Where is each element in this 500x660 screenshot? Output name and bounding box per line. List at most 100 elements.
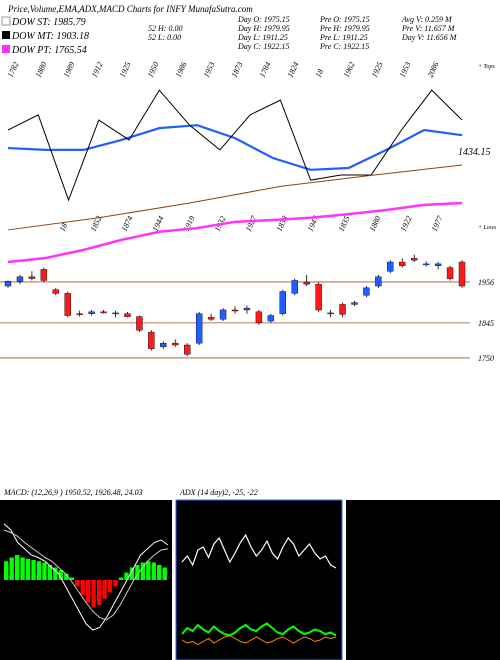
candle-body [267, 315, 275, 322]
histogram-bar [36, 561, 42, 580]
candle-body [52, 289, 59, 294]
histogram-bar [80, 580, 85, 595]
candle-body [351, 302, 358, 305]
stat: Pre H: 1979.95 [319, 24, 370, 33]
candle-body [315, 283, 322, 311]
candle-body [28, 276, 36, 279]
histogram-bar [42, 562, 47, 580]
stat: Day V: 11.656 M [401, 33, 458, 42]
candle-body [195, 313, 203, 344]
histogram-bar [162, 567, 167, 580]
stat: Day C: 1922.15 [237, 42, 289, 51]
histogram-bar [146, 561, 151, 580]
candle-body [64, 293, 71, 316]
y-tick-label: 1956 [478, 278, 494, 287]
stat: Pre L: 1911.25 [319, 33, 368, 42]
candle-body [446, 267, 454, 279]
histogram-bar [14, 555, 20, 580]
candle-body [231, 309, 239, 312]
candle-body [100, 311, 107, 314]
candle-body [219, 309, 227, 320]
candle-body [40, 269, 48, 281]
overlay-line [7, 201, 463, 264]
stat: 52 L: 0.00 [148, 33, 181, 42]
macd-line [3, 523, 169, 631]
stat: Pre C: 1922.15 [319, 42, 369, 51]
stat: Day L: 1911.25 [237, 33, 288, 42]
legend-swatch [2, 31, 10, 39]
candle-body [207, 317, 215, 320]
candle-body [136, 316, 143, 331]
lows-label: + Lows [478, 225, 497, 231]
histogram-bar [124, 572, 129, 580]
y-tick-label: 1845 [478, 319, 494, 328]
candle-body [434, 263, 442, 266]
empty-panel [346, 500, 500, 660]
dow-label: DOW MT: 1903.18 [11, 31, 89, 42]
candle-body [255, 311, 263, 324]
histogram-bar [31, 560, 36, 580]
stat: Avg V: 0.259 M [401, 15, 453, 24]
dow-label: DOW PT: 1765.54 [11, 45, 87, 56]
candle-body [458, 261, 466, 287]
histogram-bar [9, 557, 14, 580]
candle-body [387, 261, 394, 272]
candle-body [375, 276, 382, 287]
candle-body [339, 304, 346, 315]
stat: 52 H: 0.00 [148, 24, 182, 33]
histogram-bar [135, 565, 140, 580]
candle-body [399, 261, 406, 266]
candle-body [172, 342, 179, 346]
signal-line [3, 529, 169, 621]
stat: Day H: 1979.95 [237, 24, 290, 33]
histogram-bar [151, 562, 156, 580]
adx-panel [175, 499, 343, 660]
candle-body [363, 287, 370, 296]
histogram-bar [140, 562, 146, 580]
histogram-bar [96, 580, 102, 605]
candle-body [411, 258, 418, 261]
top-label: 18 [314, 68, 326, 79]
histogram-bar [69, 577, 74, 580]
candle-body [112, 312, 119, 315]
candle-body [303, 282, 310, 285]
histogram-bar [157, 565, 162, 580]
macd-label: MACD: (12,26,9 ) 1950.52, 1926.48, 24.03 [3, 488, 143, 497]
histogram-bar [75, 580, 80, 587]
candle-body [422, 263, 430, 266]
candle-body [160, 342, 167, 348]
candle-body [243, 307, 251, 311]
mid-label: 18 [58, 222, 70, 233]
annotation: 1434.15 [458, 147, 491, 158]
candle-body [279, 291, 286, 314]
stat: Pre V: 11.657 M [401, 24, 456, 33]
histogram-bar [20, 557, 25, 580]
tops-label: + Tops [478, 64, 495, 70]
overlay-line [7, 89, 463, 202]
histogram-bar [4, 561, 9, 580]
stat: Pre O: 1975.15 [319, 15, 370, 24]
chart-title: Price,Volume,EMA,ADX,MACD Charts for INF… [7, 4, 253, 14]
histogram-bar [53, 567, 58, 580]
legend-swatch [2, 45, 10, 53]
histogram-bar [25, 558, 31, 580]
histogram-bar [64, 573, 69, 580]
candle-body [76, 313, 83, 315]
histogram-bar [91, 580, 96, 608]
plus-di-line [181, 622, 337, 637]
candle-body [88, 311, 95, 314]
candle-body [291, 280, 298, 294]
candle-body [4, 281, 12, 287]
histogram-bar [102, 580, 107, 599]
minus-di-line [181, 634, 337, 646]
y-tick-label: 1750 [478, 354, 494, 363]
candle-body [184, 344, 191, 355]
histogram-bar [113, 580, 118, 587]
adx-line [181, 533, 337, 569]
legend-swatch [1, 16, 11, 26]
candle-body [124, 313, 131, 317]
candle-body [327, 312, 334, 315]
candle-body [16, 276, 24, 282]
adx-label: ADX (14 day)2, -25, -22 [179, 488, 258, 497]
